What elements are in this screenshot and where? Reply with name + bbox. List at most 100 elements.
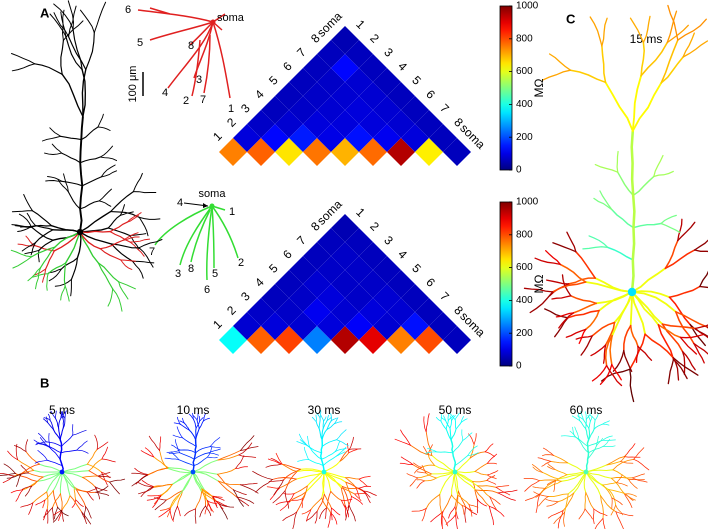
- dendrite: [141, 480, 154, 487]
- dendrite: [60, 449, 78, 454]
- colorbar-tick-label: 800: [516, 229, 533, 240]
- dendrite: [588, 428, 595, 441]
- dendrite: [129, 238, 151, 243]
- dendrite: [17, 243, 36, 247]
- dendrite: [525, 493, 541, 501]
- time-label: 60 ms: [570, 403, 603, 417]
- soma: [583, 469, 589, 475]
- dendrite: [30, 226, 54, 241]
- dendrite: [694, 324, 708, 330]
- dendrite: [119, 211, 134, 216]
- dendrite: [88, 470, 111, 483]
- dendrite: [192, 414, 198, 421]
- dendrite: [159, 436, 162, 451]
- panel-label: A: [40, 5, 50, 20]
- dendrite: [410, 444, 433, 456]
- row-label: 6: [280, 59, 295, 74]
- dendrite: [450, 428, 457, 441]
- dendrite: [574, 426, 580, 441]
- dendrite: [173, 422, 181, 425]
- dendrite: [315, 411, 321, 419]
- dendrite: [81, 511, 87, 524]
- dendrite: [624, 456, 641, 458]
- dendrite: [452, 439, 464, 454]
- dendrite: [49, 127, 61, 137]
- dendrite: [416, 479, 425, 482]
- dendrite: [44, 490, 54, 501]
- dendrite: [45, 250, 55, 270]
- dendrite: [27, 267, 42, 282]
- dendrite: [330, 413, 332, 422]
- dendrite: [321, 427, 324, 441]
- apical-trunk: [630, 130, 636, 293]
- dendrite: [31, 246, 56, 258]
- dendrite: [633, 447, 645, 460]
- dendrite: [81, 69, 86, 118]
- dendrite: [46, 273, 49, 291]
- dendrite: [460, 418, 468, 423]
- dendrite: [97, 475, 112, 478]
- dendrite: [553, 512, 565, 524]
- dendrite: [362, 490, 371, 504]
- dendrite: [171, 471, 194, 485]
- dendrite: [67, 0, 74, 30]
- column-label: 2: [367, 31, 382, 46]
- dendrite: [399, 462, 414, 465]
- dendrite: [73, 486, 77, 501]
- time-label: 15 ms: [630, 32, 663, 46]
- branch-label: 7: [149, 246, 155, 258]
- dendrite: [86, 448, 98, 465]
- dendrite: [567, 462, 587, 473]
- dendrite: [98, 188, 112, 202]
- dendrite: [166, 467, 194, 474]
- dendrite: [474, 462, 488, 472]
- dendrite: [63, 262, 67, 287]
- dendrite: [640, 41, 668, 77]
- dendrite: [10, 489, 24, 494]
- dendrite: [48, 268, 62, 274]
- dendrite: [451, 494, 463, 506]
- dendrite: [45, 180, 63, 182]
- dendrite: [577, 415, 584, 420]
- dendrite: [563, 512, 565, 527]
- dendrite: [476, 498, 487, 507]
- dendrite: [21, 242, 37, 252]
- dendrite: [349, 448, 362, 450]
- dendrite: [582, 246, 609, 250]
- dendrite: [34, 225, 54, 231]
- branch-label: 5: [212, 268, 218, 280]
- dendrite: [565, 328, 587, 338]
- dendrite: [307, 435, 311, 449]
- dendrite: [96, 441, 109, 450]
- dendrite: [449, 415, 452, 421]
- dendrite: [612, 349, 625, 372]
- dendrite: [79, 231, 101, 250]
- dendrite: [486, 480, 497, 485]
- dendrite: [52, 493, 61, 509]
- dendrite: [24, 485, 33, 497]
- row-label: 2: [224, 303, 239, 318]
- dendrite: [110, 211, 140, 218]
- dendrite: [160, 483, 173, 497]
- dendrite: [60, 257, 78, 270]
- dendrite: [201, 488, 208, 501]
- apical-trunk: [192, 439, 197, 473]
- dendrite: [182, 417, 185, 424]
- dendrite: [326, 416, 332, 421]
- dendrite: [334, 421, 343, 424]
- dendrite: [575, 250, 596, 279]
- dendrite: [166, 449, 181, 454]
- dendrite: [207, 456, 218, 459]
- dendrite: [497, 492, 516, 501]
- dendrite: [306, 471, 325, 487]
- dendrite: [681, 350, 696, 371]
- dendrite: [468, 504, 479, 508]
- dendrite: [152, 483, 173, 488]
- row-label: 5: [266, 261, 281, 276]
- dendrite: [218, 503, 235, 508]
- dendrite: [411, 508, 427, 512]
- dendrite: [6, 473, 22, 479]
- dendrite: [61, 463, 88, 473]
- dendrite: [460, 416, 464, 423]
- dendrite: [546, 501, 559, 507]
